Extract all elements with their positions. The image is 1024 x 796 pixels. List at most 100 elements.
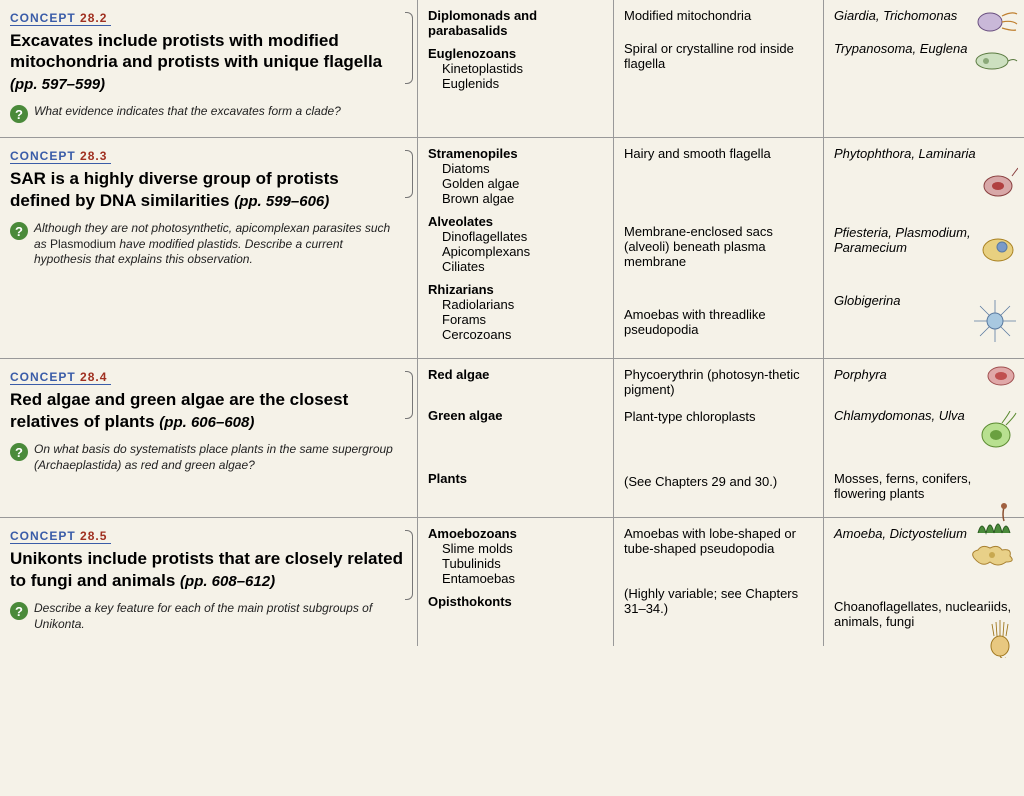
question-text: What evidence indicates that the excavat… bbox=[34, 104, 341, 120]
concept-title: Excavates include protists with modified… bbox=[10, 30, 403, 94]
organism-icon bbox=[972, 298, 1018, 344]
concept-cell: CONCEPT 28.4 Red algae and green algae a… bbox=[0, 359, 418, 517]
organism-icon bbox=[972, 6, 1018, 36]
organism-icon bbox=[968, 540, 1018, 570]
page-range: (pp. 599–606) bbox=[234, 193, 329, 210]
example: Pfiesteria, Plasmodium, Paramecium bbox=[834, 225, 971, 255]
concept-number: 28.3 bbox=[80, 149, 107, 163]
page-range: (pp. 606–608) bbox=[159, 414, 254, 431]
concept-cell: CONCEPT 28.2 Excavates include protists … bbox=[0, 0, 418, 137]
group-name: Plants bbox=[428, 471, 603, 486]
question-icon: ? bbox=[10, 105, 28, 123]
subgroup: Euglenids bbox=[442, 76, 603, 91]
characteristic: Plant-type chloroplasts bbox=[624, 409, 813, 424]
question-text: On what basis do systematists place plan… bbox=[34, 442, 403, 473]
characteristic: Hairy and smooth flagella bbox=[624, 146, 813, 161]
bracket-icon bbox=[405, 530, 413, 600]
subgroup: Tubulinids bbox=[442, 556, 603, 571]
concept-prefix: CONCEPT bbox=[10, 529, 80, 543]
question-row: ? What evidence indicates that the excav… bbox=[10, 104, 403, 123]
concept-cell: CONCEPT 28.3 SAR is a highly diverse gro… bbox=[0, 138, 418, 358]
example: Giardia, Trichomonas bbox=[834, 8, 957, 23]
organism-icon bbox=[982, 618, 1018, 658]
group-column: Stramenopiles Diatoms Golden algae Brown… bbox=[418, 138, 614, 358]
concept-label: CONCEPT 28.4 bbox=[10, 370, 111, 385]
question-icon: ? bbox=[10, 222, 28, 240]
example-column: Amoeba, Dictyostelium Choanoflagellates,… bbox=[824, 518, 1024, 646]
concept-row-28-2: CONCEPT 28.2 Excavates include protists … bbox=[0, 0, 1024, 138]
characteristic-column: Modified mitochondria Spiral or crystall… bbox=[614, 0, 824, 137]
subgroup: Entamoebas bbox=[442, 571, 603, 586]
group-name: Opisthokonts bbox=[428, 594, 603, 609]
characteristic: Amoebas with lobe-shaped or tube-shaped … bbox=[624, 526, 813, 556]
question-icon: ? bbox=[10, 443, 28, 461]
characteristic: Spiral or crystalline rod inside flagell… bbox=[624, 41, 813, 71]
page-range: (pp. 597–599) bbox=[10, 76, 105, 93]
concept-number: 28.5 bbox=[80, 529, 107, 543]
characteristic: Modified mitochondria bbox=[624, 8, 813, 23]
subgroup: Slime molds bbox=[442, 541, 603, 556]
example: Chlamydomonas, Ulva bbox=[834, 408, 965, 423]
bracket-icon bbox=[405, 150, 413, 198]
characteristic: (Highly variable; see Chapters 31–34.) bbox=[624, 586, 813, 616]
question-text: Although they are not photosynthetic, ap… bbox=[34, 221, 403, 268]
group-name: Stramenopiles bbox=[428, 146, 603, 161]
group-name: Amoebozoans bbox=[428, 526, 603, 541]
group-column: Diplomonads and parabasalids Euglenozoan… bbox=[418, 0, 614, 137]
characteristic-column: Amoebas with lobe-shaped or tube-shaped … bbox=[614, 518, 824, 646]
subgroup: Golden algae bbox=[442, 176, 603, 191]
concept-prefix: CONCEPT bbox=[10, 149, 80, 163]
question-text: Describe a key feature for each of the m… bbox=[34, 601, 403, 632]
subgroup: Cercozoans bbox=[442, 327, 603, 342]
subgroup: Dinoflagellates bbox=[442, 229, 603, 244]
group-name: Green algae bbox=[428, 408, 603, 423]
example: Porphyra bbox=[834, 367, 887, 382]
concept-title: Red algae and green algae are the closes… bbox=[10, 389, 403, 432]
concept-label: CONCEPT 28.5 bbox=[10, 529, 111, 544]
concept-number: 28.4 bbox=[80, 370, 107, 384]
concept-row-28-3: CONCEPT 28.3 SAR is a highly diverse gro… bbox=[0, 138, 1024, 359]
concept-row-28-4: CONCEPT 28.4 Red algae and green algae a… bbox=[0, 359, 1024, 518]
example: Globigerina bbox=[834, 293, 901, 308]
concept-label: CONCEPT 28.3 bbox=[10, 149, 111, 164]
characteristic-column: Hairy and smooth flagella Membrane-enclo… bbox=[614, 138, 824, 358]
group-name: Rhizarians bbox=[428, 282, 603, 297]
example: Trypanosoma, Euglena bbox=[834, 41, 967, 56]
characteristic: Amoebas with threadlike pseudopodia bbox=[624, 307, 813, 337]
organism-icon bbox=[978, 233, 1018, 267]
group-name: Alveolates bbox=[428, 214, 603, 229]
concept-prefix: CONCEPT bbox=[10, 370, 80, 384]
example-column: Giardia, Trichomonas Trypanosoma, Euglen… bbox=[824, 0, 1024, 137]
concept-row-28-5: CONCEPT 28.5 Unikonts include protists t… bbox=[0, 518, 1024, 646]
concept-title: SAR is a highly diverse group of protist… bbox=[10, 168, 403, 211]
characteristic: Membrane-enclosed sacs (alveoli) beneath… bbox=[624, 224, 813, 269]
bracket-icon bbox=[405, 12, 413, 84]
group-name: Red algae bbox=[428, 367, 603, 382]
subgroup: Apicomplexans bbox=[442, 244, 603, 259]
group-column: Red algae Green algae Plants bbox=[418, 359, 614, 517]
page-range: (pp. 608–612) bbox=[180, 573, 275, 590]
concept-cell: CONCEPT 28.5 Unikonts include protists t… bbox=[0, 518, 418, 646]
example-column: Porphyra Chlamydomonas, Ulva Mosses, fer… bbox=[824, 359, 1024, 517]
subgroup: Brown algae bbox=[442, 191, 603, 206]
subgroup: Diatoms bbox=[442, 161, 603, 176]
group-name: Euglenozoans bbox=[428, 46, 603, 61]
example: Mosses, ferns, conifers, flowering plant… bbox=[834, 471, 971, 501]
concept-title: Unikonts include protists that are close… bbox=[10, 548, 403, 591]
question-row: ? Describe a key feature for each of the… bbox=[10, 601, 403, 632]
example: Amoeba, Dictyostelium bbox=[834, 526, 967, 541]
characteristic: (See Chapters 29 and 30.) bbox=[624, 474, 813, 489]
subgroup: Forams bbox=[442, 312, 603, 327]
example-column: Phytophthora, Laminaria Pfiesteria, Plas… bbox=[824, 138, 1024, 358]
question-row: ? On what basis do systematists place pl… bbox=[10, 442, 403, 473]
characteristic-column: Phycoerythrin (photosyn-thetic pigment) … bbox=[614, 359, 824, 517]
subgroup: Kinetoplastids bbox=[442, 61, 603, 76]
question-icon: ? bbox=[10, 602, 28, 620]
concept-label: CONCEPT 28.2 bbox=[10, 11, 111, 26]
example: Phytophthora, Laminaria bbox=[834, 146, 976, 161]
organism-icon bbox=[984, 363, 1018, 389]
characteristic: Phycoerythrin (photosyn-thetic pigment) bbox=[624, 367, 813, 397]
concept-number: 28.2 bbox=[80, 11, 107, 25]
group-column: Amoebozoans Slime molds Tubulinids Entam… bbox=[418, 518, 614, 646]
organism-icon bbox=[978, 166, 1018, 206]
